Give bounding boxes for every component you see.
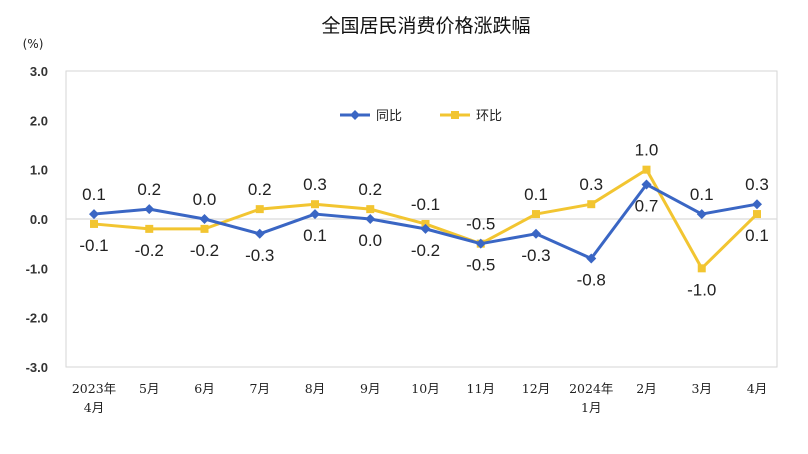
y-axis-ticks: 3.0 2.0 1.0 0.0 -1.0 -2.0 -3.0 (26, 64, 48, 375)
data-label: 0.1 (82, 185, 106, 204)
series-point (254, 228, 265, 239)
series-point (696, 209, 707, 220)
data-label: -0.8 (577, 270, 606, 289)
legend-marker (451, 111, 459, 119)
series-point (697, 264, 706, 273)
legend-marker (350, 110, 360, 120)
series-point (310, 209, 320, 220)
x-tick-label: 2023年 (72, 381, 116, 396)
legend-label: 环比 (476, 109, 502, 124)
x-tick-label: 4月 (84, 400, 104, 415)
x-tick-label: 5月 (139, 381, 159, 396)
data-label: -1.0 (687, 280, 716, 299)
series-point (365, 214, 376, 224)
data-label: 0.3 (303, 175, 327, 194)
x-tick-label: 2月 (636, 381, 656, 396)
series-point (642, 165, 651, 174)
data-label: 0.1 (690, 185, 714, 204)
data-label: 0.0 (193, 190, 217, 209)
data-label: 0.1 (745, 226, 769, 245)
y-tick-label: 2.0 (30, 113, 48, 128)
y-tick-label: 3.0 (30, 64, 48, 79)
y-tick-label: 0.0 (30, 212, 48, 227)
x-tick-label: 1月 (581, 400, 601, 415)
data-label: 1.0 (635, 141, 659, 160)
x-tick-label: 9月 (360, 381, 380, 396)
x-tick-label: 6月 (194, 381, 214, 396)
data-label: -0.3 (521, 246, 550, 265)
series-point (641, 179, 652, 190)
series-point (89, 209, 99, 220)
x-tick-label: 3月 (692, 381, 712, 396)
data-labels: 0.1 -0.1 0.2 -0.2 0.0 -0.2 0.2 -0.3 0.3 0.1 0.2 0.0… (79, 141, 768, 300)
series-point (753, 210, 761, 219)
data-label: -0.1 (79, 236, 108, 255)
series-point (366, 205, 375, 214)
x-tick-label: 12月 (522, 381, 550, 396)
series-lines (89, 165, 762, 273)
data-label: 0.3 (579, 175, 603, 194)
data-label: 0.0 (358, 231, 382, 250)
y-tick-label: -1.0 (26, 261, 48, 276)
series-point (311, 200, 319, 209)
x-tick-label: 10月 (411, 381, 439, 396)
legend: 同比 环比 (340, 109, 502, 124)
series-point (199, 214, 210, 224)
legend-label: 同比 (376, 109, 402, 124)
data-label: -0.5 (466, 215, 495, 234)
data-label: -0.2 (135, 241, 164, 260)
series-point (531, 228, 541, 239)
y-tick-label: -3.0 (26, 360, 48, 375)
data-label: 0.7 (635, 196, 659, 215)
series-point (587, 200, 596, 209)
data-label: -0.5 (466, 256, 495, 275)
x-tick-label: 8月 (305, 381, 325, 396)
y-tick-label: -2.0 (26, 311, 48, 326)
data-label: 0.3 (745, 175, 769, 194)
series-point (200, 224, 209, 233)
series-point (532, 210, 540, 219)
series-point (145, 224, 154, 233)
data-label: 0.2 (248, 180, 272, 199)
x-tick-label: 2024年 (569, 381, 613, 396)
series-point (752, 199, 762, 210)
series-point (90, 219, 98, 228)
x-axis-ticks: 2023年 4月 5月 6月 7月 8月 9月 10月 11月 12月 2024年 1月 2月 3月 4月 (72, 381, 767, 415)
series-point (144, 204, 155, 215)
data-label: -0.2 (190, 241, 219, 260)
series-point (255, 205, 264, 214)
x-tick-label: 7月 (250, 381, 270, 396)
data-label: -0.2 (411, 241, 440, 260)
y-axis-unit: (%) (23, 37, 44, 51)
data-label: 0.2 (137, 180, 161, 199)
data-label: 0.2 (358, 180, 382, 199)
data-label: -0.1 (411, 195, 440, 214)
y-tick-label: 1.0 (30, 163, 48, 178)
x-tick-label: 4月 (747, 381, 767, 396)
series-point (586, 253, 597, 264)
data-label: 0.1 (303, 226, 327, 245)
data-label: 0.1 (524, 185, 548, 204)
x-tick-label: 11月 (467, 381, 495, 396)
series-point (475, 238, 486, 249)
chart-title: 全国居民消费价格涨跌幅 (321, 15, 530, 37)
series-point (420, 223, 431, 234)
data-label: -0.3 (245, 246, 274, 265)
